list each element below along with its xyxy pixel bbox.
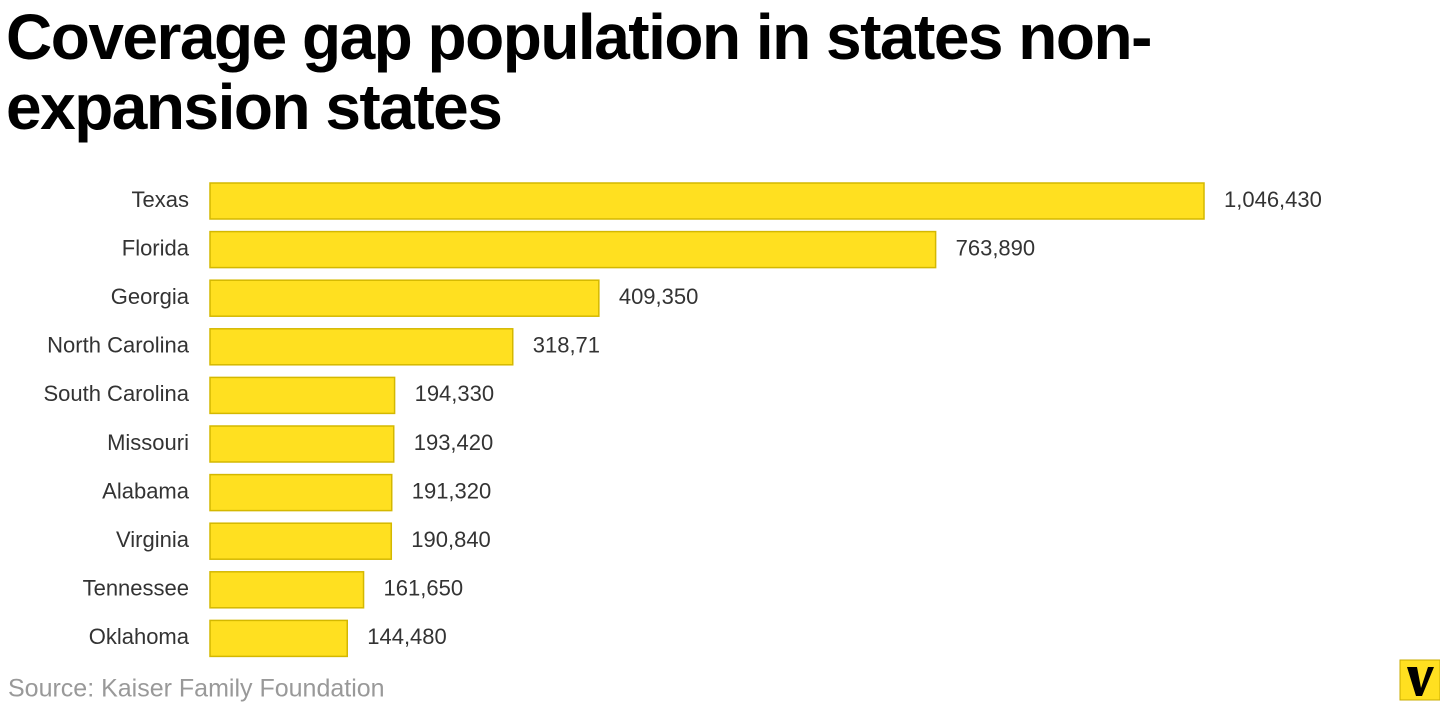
category-label: Alabama xyxy=(102,478,190,503)
category-label: South Carolina xyxy=(43,381,189,406)
bar xyxy=(209,279,600,317)
value-label: 161,650 xyxy=(384,576,464,601)
source: Source: Kaiser Family Foundation xyxy=(8,675,385,703)
value-label: 763,890 xyxy=(956,235,1036,260)
bar xyxy=(209,522,393,560)
bar xyxy=(209,182,1205,220)
value-label: 409,350 xyxy=(619,284,699,309)
logo xyxy=(1399,659,1440,701)
category-label: Georgia xyxy=(111,284,190,309)
bar xyxy=(209,619,348,658)
category-label: Virginia xyxy=(116,527,190,552)
value-label: 1,046,430 xyxy=(1224,187,1322,212)
bar xyxy=(209,328,514,366)
category-label: Oklahoma xyxy=(89,624,190,649)
bar xyxy=(209,230,937,269)
value-label: 144,480 xyxy=(367,624,447,649)
value-label: 194,330 xyxy=(415,381,495,406)
bar xyxy=(209,473,393,512)
chart-title: Coverage gap population in states non-ex… xyxy=(6,1,1152,143)
category-label: Missouri xyxy=(107,430,189,455)
value-label: 191,320 xyxy=(412,478,492,503)
bar xyxy=(209,376,396,415)
value-label: 190,840 xyxy=(411,527,491,552)
category-label: Florida xyxy=(122,235,190,260)
category-label: Texas xyxy=(132,187,189,212)
bar xyxy=(209,571,365,609)
category-label: Tennessee xyxy=(83,576,189,601)
category-label: North Carolina xyxy=(47,333,190,358)
value-label: 193,420 xyxy=(414,430,494,455)
bar xyxy=(209,425,395,463)
value-label: 318,71 xyxy=(533,333,600,358)
